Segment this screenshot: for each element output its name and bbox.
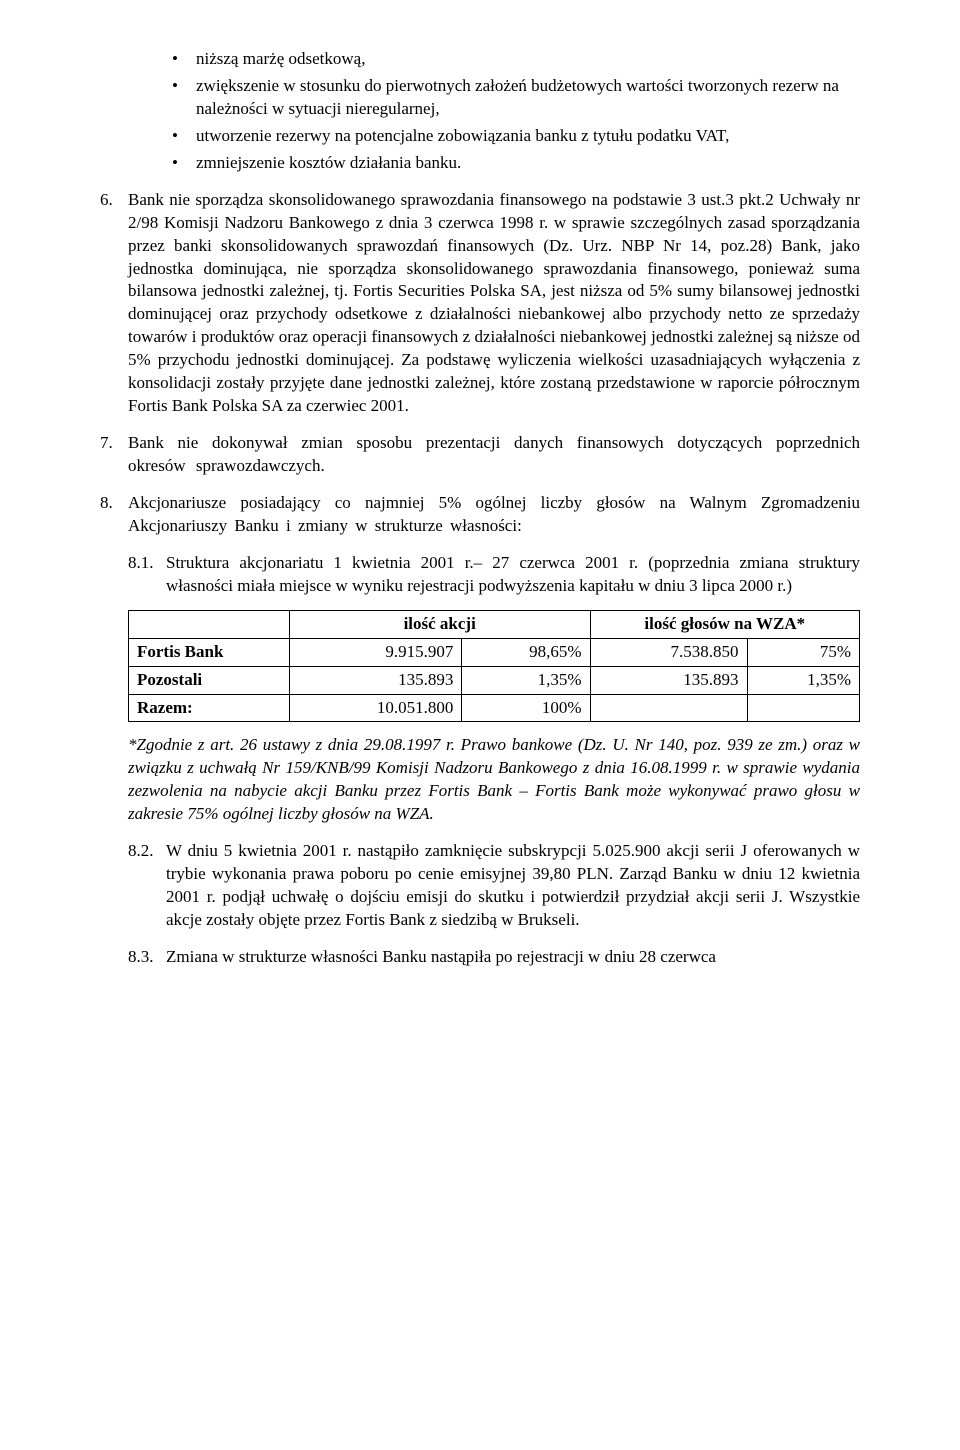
bullet-item: zwiększenie w stosunku do pierwotnych za… — [172, 75, 860, 121]
item-8-3-number: 8.3. — [128, 946, 166, 969]
row-shares-pct: 1,35% — [462, 666, 590, 694]
row-shares-pct: 98,65% — [462, 638, 590, 666]
item-8-2: 8.2. W dniu 5 kwietnia 2001 r. nastąpiło… — [128, 840, 860, 932]
item-7-text: Bank nie dokonywał zmian sposobu prezent… — [128, 432, 860, 478]
shareholders-table: ilość akcji ilość głosów na WZA* Fortis … — [128, 610, 860, 723]
row-label: Pozostali — [129, 666, 290, 694]
item-8-1: 8.1. Struktura akcjonariatu 1 kwietnia 2… — [128, 552, 860, 598]
row-shares-pct: 100% — [462, 694, 590, 722]
item-8-1-number: 8.1. — [128, 552, 166, 598]
row-votes — [590, 694, 747, 722]
item-6: 6. Bank nie sporządza skonsolidowanego s… — [100, 189, 860, 418]
item-6-text: Bank nie sporządza skonsolidowanego spra… — [128, 189, 860, 418]
item-6-number: 6. — [100, 189, 128, 418]
table-row: Fortis Bank 9.915.907 98,65% 7.538.850 7… — [129, 638, 860, 666]
row-label: Fortis Bank — [129, 638, 290, 666]
table-row: Razem: 10.051.800 100% — [129, 694, 860, 722]
item-8-2-text: W dniu 5 kwietnia 2001 r. nastąpiło zamk… — [166, 840, 860, 932]
bullet-item: niższą marżę odsetkową, — [172, 48, 860, 71]
row-votes: 135.893 — [590, 666, 747, 694]
row-shares: 10.051.800 — [289, 694, 462, 722]
item-8-2-number: 8.2. — [128, 840, 166, 932]
item-7-number: 7. — [100, 432, 128, 478]
bullet-list: niższą marżę odsetkową, zwiększenie w st… — [100, 48, 860, 175]
item-8-text: Akcjonariusze posiadający co najmniej 5%… — [128, 492, 860, 538]
table-row: Pozostali 135.893 1,35% 135.893 1,35% — [129, 666, 860, 694]
item-8: 8. Akcjonariusze posiadający co najmniej… — [100, 492, 860, 969]
header-votes: ilość głosów na WZA* — [590, 610, 859, 638]
item-8-body: Akcjonariusze posiadający co najmniej 5%… — [128, 492, 860, 969]
item-8-1-text: Struktura akcjonariatu 1 kwietnia 2001 r… — [166, 552, 860, 598]
row-votes-pct: 75% — [747, 638, 860, 666]
row-votes-pct — [747, 694, 860, 722]
row-shares: 135.893 — [289, 666, 462, 694]
header-shares: ilość akcji — [289, 610, 590, 638]
bullet-item: zmniejszenie kosztów działania banku. — [172, 152, 860, 175]
item-8-number: 8. — [100, 492, 128, 969]
row-votes: 7.538.850 — [590, 638, 747, 666]
item-8-3-text: Zmiana w strukturze własności Banku nast… — [166, 946, 860, 969]
table-footnote: *Zgodnie z art. 26 ustawy z dnia 29.08.1… — [128, 734, 860, 826]
bullet-item: utworzenie rezerwy na potencjalne zobowi… — [172, 125, 860, 148]
row-votes-pct: 1,35% — [747, 666, 860, 694]
row-shares: 9.915.907 — [289, 638, 462, 666]
item-8-3: 8.3. Zmiana w strukturze własności Banku… — [128, 946, 860, 969]
table-header-row: ilość akcji ilość głosów na WZA* — [129, 610, 860, 638]
item-7: 7. Bank nie dokonywał zmian sposobu prez… — [100, 432, 860, 478]
row-label: Razem: — [129, 694, 290, 722]
